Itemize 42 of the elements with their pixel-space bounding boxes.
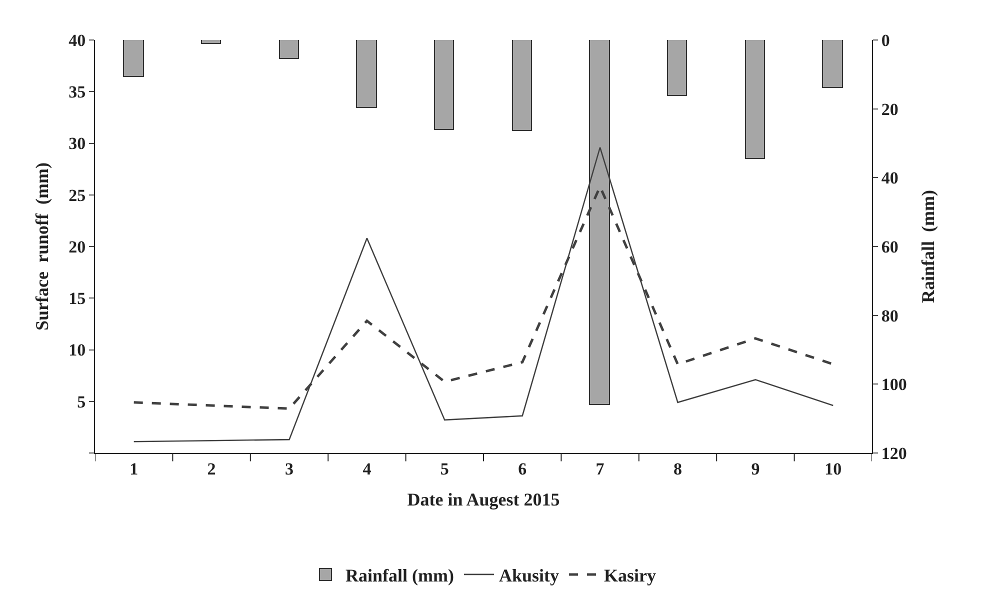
bar	[667, 40, 687, 96]
x-tick-label: 4	[362, 459, 372, 478]
y2-tick-label: 120	[881, 444, 907, 463]
y-tick-label: 25	[68, 186, 86, 205]
y2-tick-label: 20	[881, 100, 898, 119]
y-tick-label: 10	[68, 340, 86, 360]
y2-axis-title: Rainfall (mm)	[918, 190, 938, 303]
bar	[745, 40, 765, 159]
bar	[356, 40, 377, 108]
bar	[589, 40, 610, 405]
y-tick-label: 5	[77, 392, 86, 412]
x-tick-label: 7	[596, 459, 605, 478]
legend-label: Akusity	[498, 565, 560, 586]
legend-label: Kasiry	[604, 565, 656, 586]
y-tick-label: 40	[68, 30, 86, 50]
y2-tick-label: 60	[881, 237, 898, 256]
bar	[434, 40, 454, 130]
y2-tick-label: 40	[881, 168, 898, 188]
y-tick-label: 35	[68, 82, 86, 102]
line-series	[133, 146, 834, 442]
y-tick-label: 20	[68, 237, 86, 256]
x-tick-label: 6	[518, 459, 527, 478]
y-axis-title: Surface runoff (mm)	[32, 162, 52, 330]
x-tick-label: 9	[751, 459, 760, 478]
y2-tick-label: 0	[881, 30, 890, 50]
y2-tick-label: 100	[881, 375, 907, 394]
bar	[201, 40, 221, 44]
x-tick-label: 8	[674, 459, 682, 478]
x-tick-label: 10	[824, 459, 842, 478]
bar	[822, 40, 843, 88]
bar	[123, 40, 144, 77]
y-tick-label: 30	[68, 134, 86, 154]
bar	[512, 40, 532, 131]
x-tick-label: 5	[440, 459, 449, 478]
x-tick-label: 2	[207, 459, 216, 478]
x-tick-label: 1	[130, 459, 138, 478]
x-tick-label: 3	[285, 459, 294, 478]
y-tick-label: 15	[68, 289, 86, 308]
bar	[279, 40, 299, 59]
y2-tick-label: 80	[881, 306, 898, 326]
x-axis-title: Date in Augest 2015	[407, 490, 560, 510]
legend-label: Rainfall (mm)	[346, 565, 454, 586]
